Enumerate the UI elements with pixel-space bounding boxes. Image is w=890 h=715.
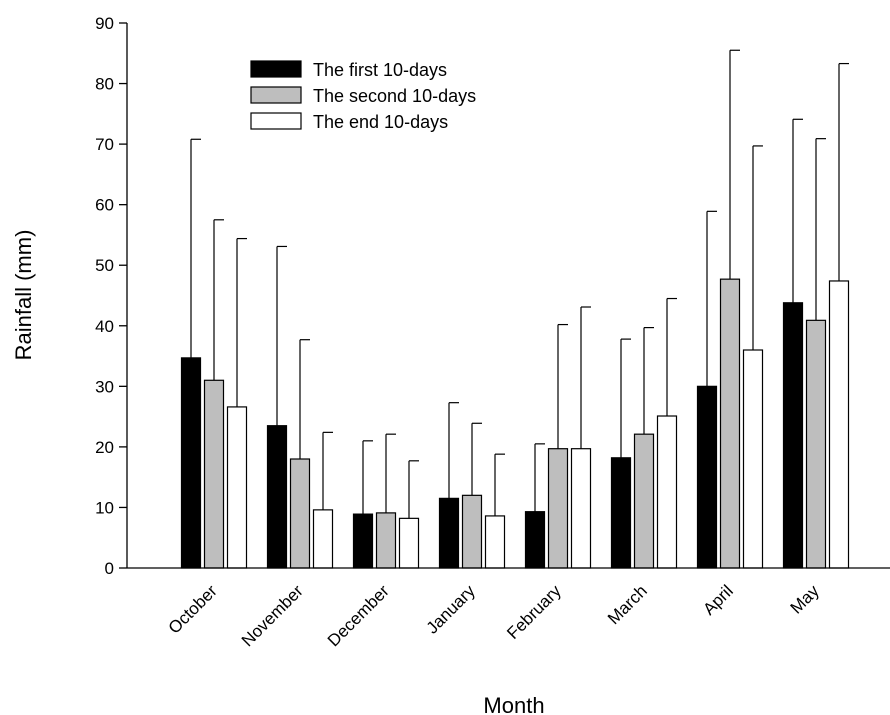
y-tick-label: 10 — [95, 498, 114, 517]
y-tick-label: 30 — [95, 377, 114, 396]
bar — [524, 511, 546, 569]
bar — [289, 458, 311, 569]
y-tick-label: 50 — [95, 256, 114, 275]
y-tick-label: 20 — [95, 438, 114, 457]
y-tick-label: 80 — [95, 75, 114, 94]
legend-label: The first 10-days — [313, 60, 447, 80]
bar — [203, 379, 225, 569]
bar — [438, 497, 460, 569]
bar — [719, 278, 741, 569]
legend-swatch — [250, 112, 302, 130]
legend: The first 10-days The second 10-days The e… — [250, 60, 476, 132]
y-tick-label: 90 — [95, 14, 114, 33]
bar — [633, 433, 655, 569]
bar — [461, 494, 483, 569]
bar — [312, 509, 334, 569]
plot-area — [180, 49, 850, 569]
y-tick-label: 40 — [95, 317, 114, 336]
x-tick-label: January — [423, 581, 480, 638]
legend-swatch — [250, 86, 302, 104]
bar — [782, 302, 804, 569]
x-tick-label: October — [165, 581, 221, 637]
bar — [352, 513, 374, 569]
bar — [547, 448, 569, 569]
x-tick-label: February — [503, 581, 565, 643]
y-tick-label: 0 — [105, 559, 114, 578]
bar — [266, 425, 288, 569]
x-tick-label: November — [238, 581, 307, 650]
x-tick-label: March — [604, 581, 651, 628]
bar — [828, 280, 850, 569]
bar — [696, 385, 718, 569]
y-tick-label: 60 — [95, 196, 114, 215]
x-tick-label: May — [787, 581, 823, 617]
bar — [484, 515, 506, 569]
legend-label: The second 10-days — [313, 86, 476, 106]
bar — [656, 415, 678, 569]
bar — [180, 357, 202, 569]
x-axis: October November December January February Ma… — [127, 567, 890, 650]
y-axis-title: Rainfall (mm) — [11, 230, 36, 361]
x-axis-title: Month — [483, 693, 544, 715]
bar — [226, 406, 248, 569]
bar — [805, 319, 827, 569]
x-tick-label: December — [324, 581, 393, 650]
y-tick-label: 70 — [95, 135, 114, 154]
bar — [610, 457, 632, 569]
bar — [570, 448, 592, 569]
x-tick-label: April — [699, 581, 736, 618]
bar — [742, 349, 764, 569]
legend-swatch — [250, 60, 302, 78]
legend-label: The end 10-days — [313, 112, 448, 132]
y-axis: 0 10 20 30 40 50 60 70 80 90 — [95, 14, 128, 578]
bar — [375, 512, 397, 569]
bar — [398, 517, 420, 569]
